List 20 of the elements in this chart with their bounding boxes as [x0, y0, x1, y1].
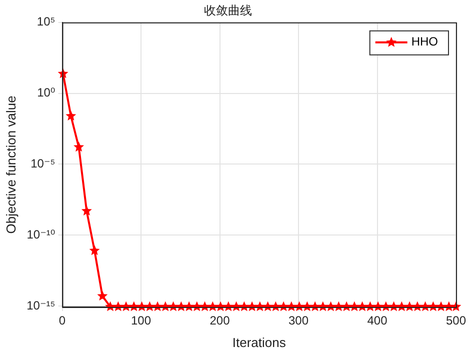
point: [66, 110, 76, 120]
x-axis-title: Iterations: [232, 334, 286, 350]
y-tick-label: 10⁰: [37, 86, 56, 100]
y-tick-label: 10⁵: [36, 14, 56, 29]
x-tick-label: 200: [210, 314, 230, 328]
y-axis-title: Objective function value: [3, 96, 18, 234]
chart-title: 收敛曲线: [204, 4, 252, 18]
point: [74, 142, 84, 152]
y-tick-label: 10⁻¹⁰: [26, 227, 56, 242]
y-tick-label: 10⁻⁵: [30, 156, 56, 171]
x-tick-label: 0: [58, 314, 66, 328]
x-tick-label: 100: [130, 314, 152, 328]
point: [97, 290, 108, 301]
point: [89, 245, 100, 256]
point: [81, 206, 92, 216]
x-tick-label: 400: [367, 314, 388, 328]
x-tick-label: 300: [288, 314, 309, 328]
y-tick-label: 10⁻¹⁵: [26, 298, 56, 312]
x-tick-label: 500: [446, 314, 466, 328]
legend-label: HHO: [411, 34, 438, 49]
